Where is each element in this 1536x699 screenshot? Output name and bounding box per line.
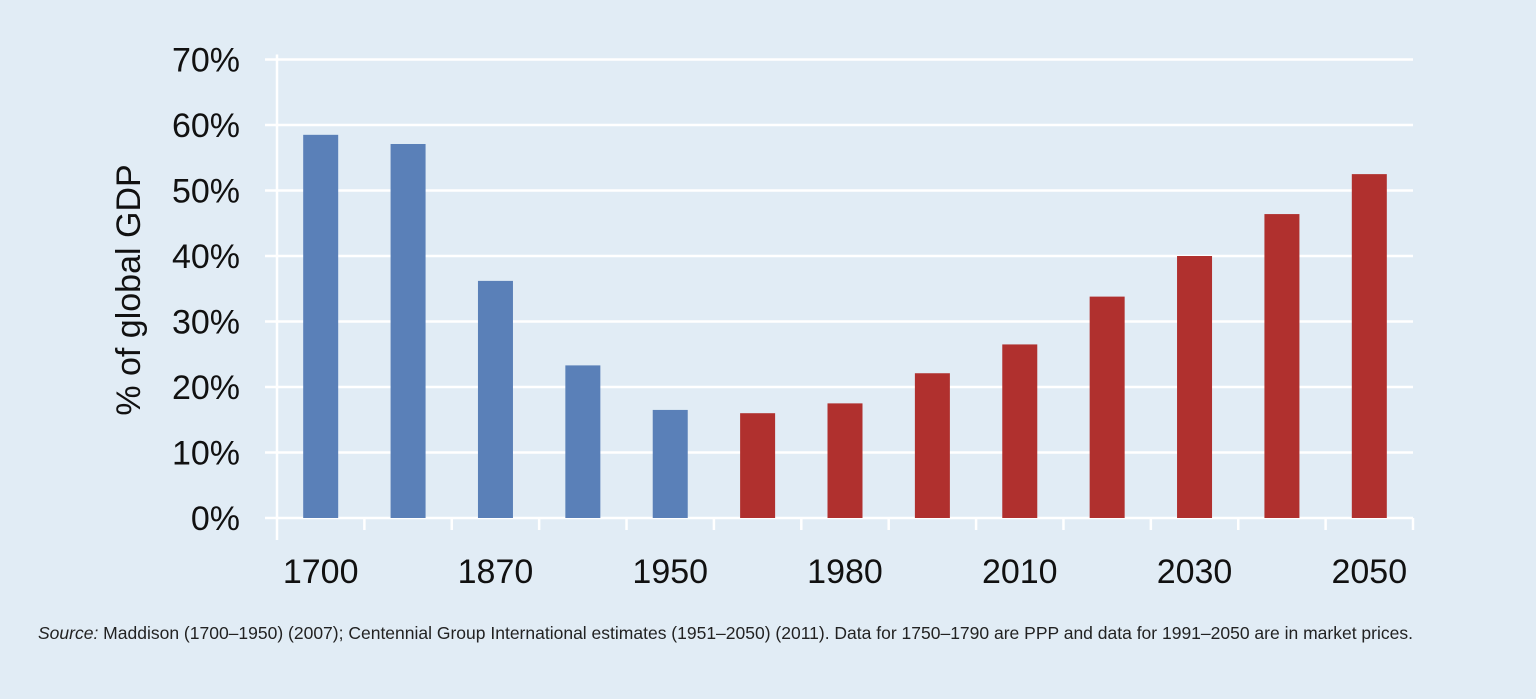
y-tick-label: 0% [191,500,240,538]
y-tick-label: 40% [172,238,240,276]
bar-6 [827,403,863,518]
y-axis-label: % of global GDP [110,164,148,415]
x-tick-label: 1950 [632,553,708,591]
bar-1 [390,143,426,518]
y-tick-label: 50% [172,173,240,211]
x-tick-label: 2030 [1157,553,1233,591]
bar-10 [1177,256,1213,518]
x-tick-label: 1700 [283,553,359,591]
source-text: Maddison (1700–1950) (2007); Centennial … [98,623,1413,643]
y-tick-label: 70% [172,42,240,80]
source-label: Source: [38,623,99,643]
bar-7 [914,373,950,518]
bar-5 [740,413,776,518]
bar-4 [652,409,688,518]
y-tick-label: 30% [172,304,240,342]
source-note: Source: Maddison (1700–1950) (2007); Cen… [38,618,1478,648]
x-tick-label: 2010 [982,553,1058,591]
bar-8 [1002,344,1038,518]
y-tick-label: 20% [172,369,240,407]
bar-chart: 0% 10% 20% 30% 40% 50% 60% 70% 1700 1870 1950 1980 2… [110,42,1415,591]
y-tick-label: 10% [172,435,240,473]
bar-2 [477,280,513,518]
x-tick-label: 1870 [458,553,534,591]
x-tick-label: 1980 [807,553,883,591]
bar-11 [1264,214,1300,518]
bar-9 [1089,296,1125,518]
y-tick-label: 60% [172,107,240,145]
bar-0 [303,134,339,518]
bar-3 [565,365,601,518]
x-tick-label: 2050 [1331,553,1407,591]
bar-12 [1351,174,1387,518]
